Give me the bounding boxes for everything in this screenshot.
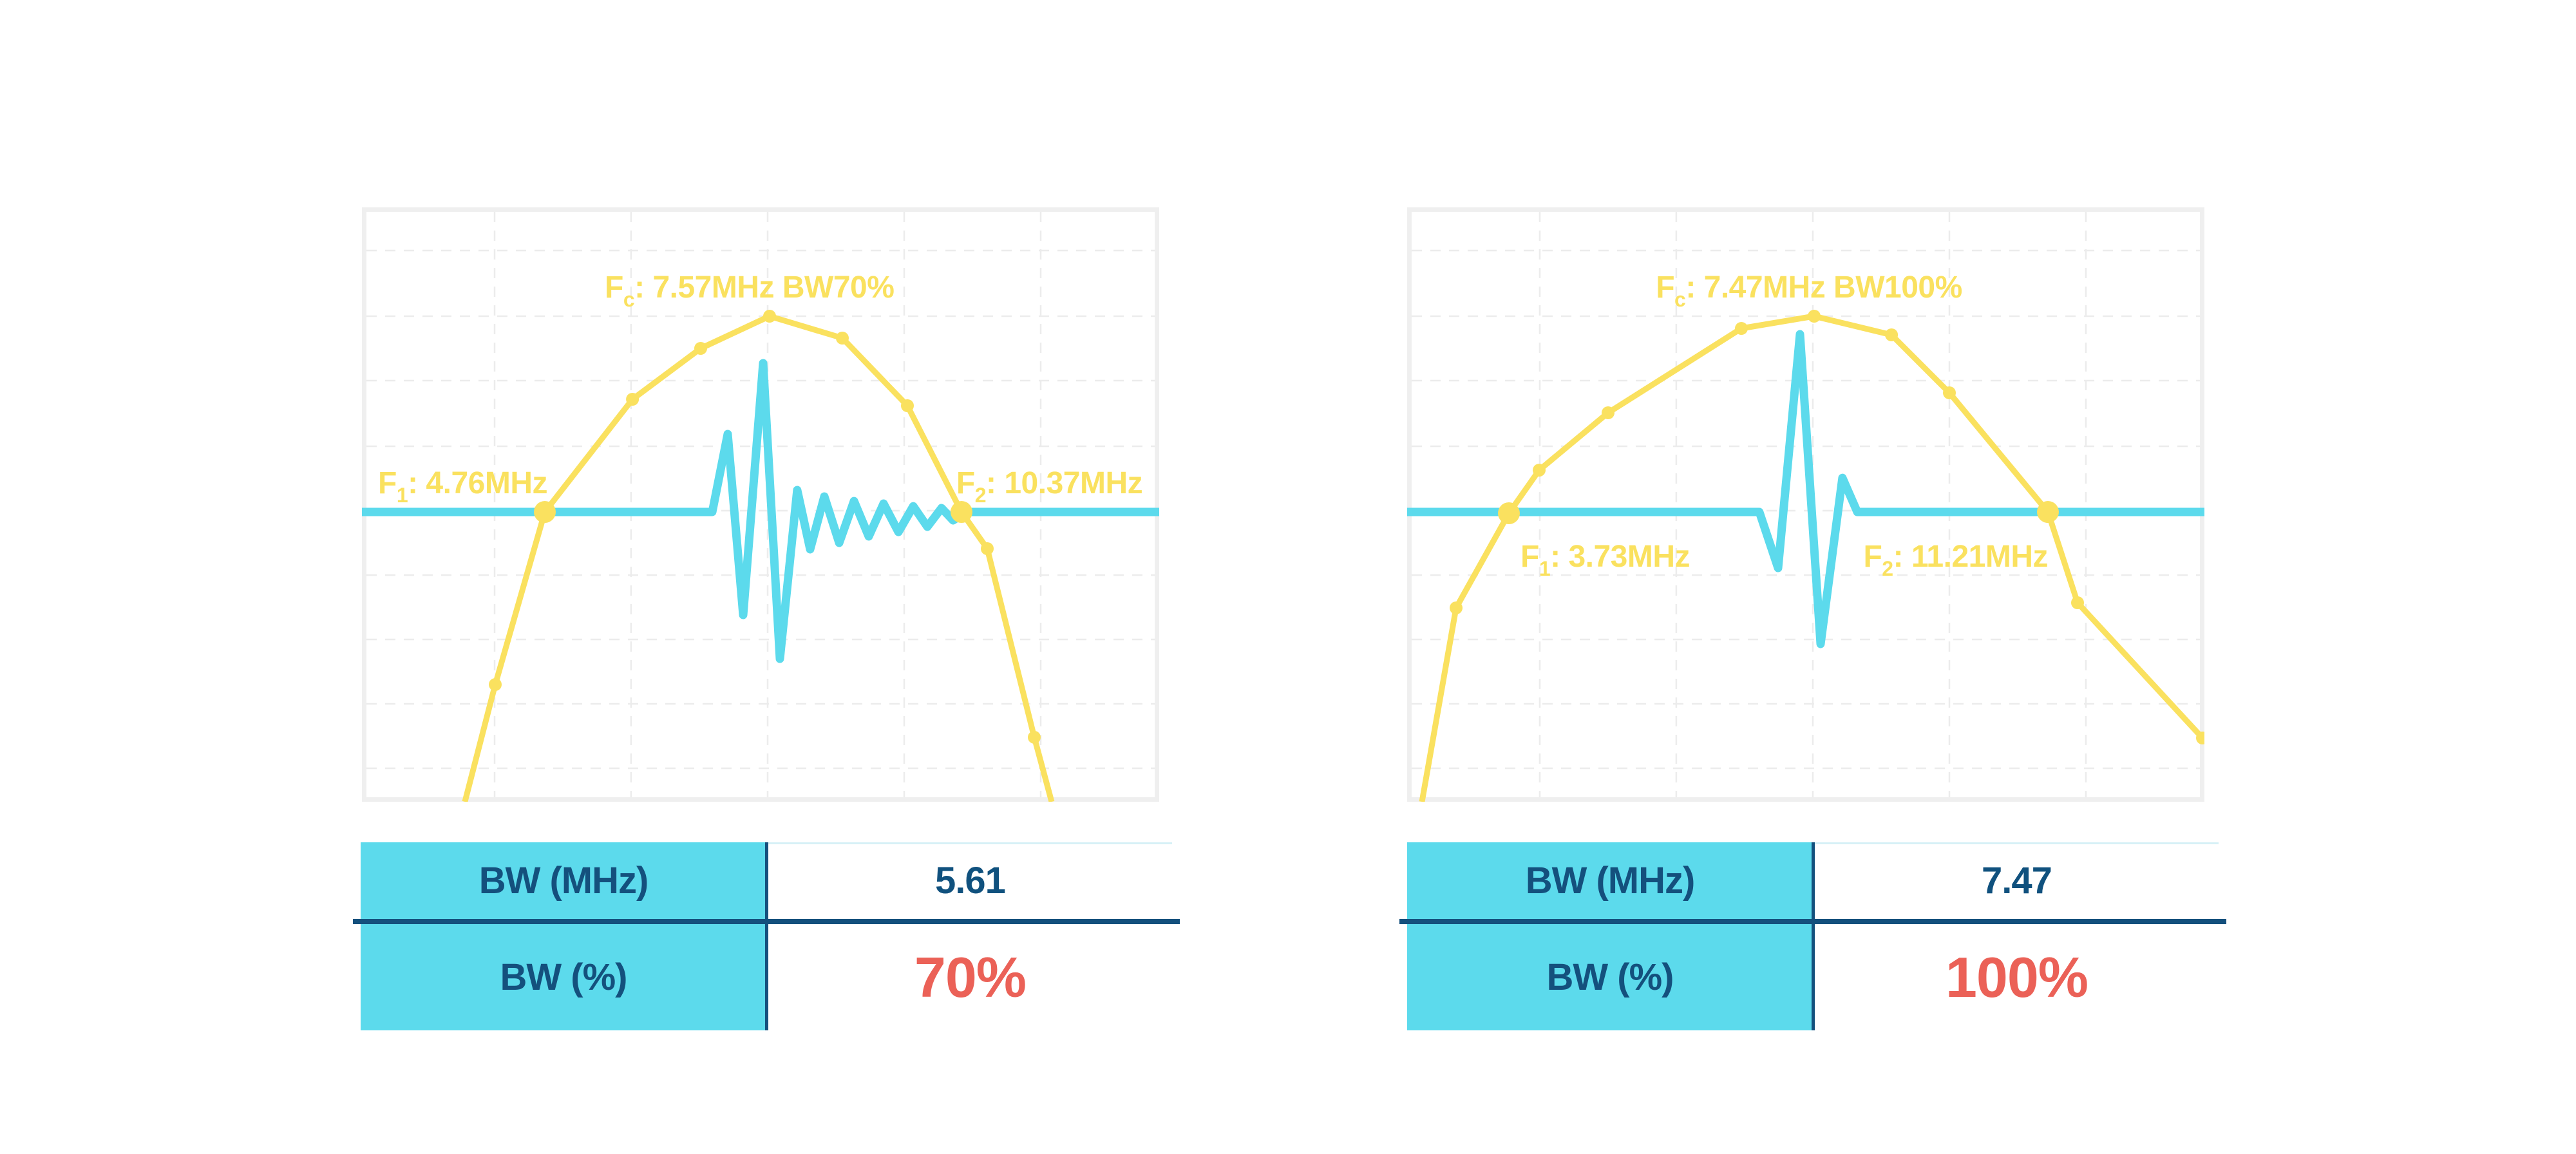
plot-frame [1407, 207, 2204, 802]
f1-label: F1: 4.76MHz [378, 466, 547, 507]
table-row-divider [1399, 919, 2226, 924]
bw-table-right: BW (MHz) 7.47 BW (%) 100% [1399, 842, 2226, 1030]
pulse-waveform-line [1407, 330, 2204, 648]
spectrum-line [462, 313, 1055, 802]
spectrum-point-marker [1735, 322, 1748, 335]
spectrum-point-marker [2071, 596, 2084, 609]
bw-percent-label: BW (%) [500, 956, 628, 998]
spectrum-point-marker [1943, 386, 1956, 399]
fc-label: Fc: 7.47MHz BW100% [1656, 270, 1962, 311]
spectrum-point-marker [1885, 328, 1899, 341]
bw-table-left: BW (MHz) 5.61 BW (%) 70% [353, 842, 1180, 1030]
spectrum-point-marker [1028, 730, 1041, 744]
bw-table-label-column [1407, 842, 1813, 1030]
bw-percent-label: BW (%) [1546, 956, 1674, 998]
pulse-spectrum-chart-right: Fc: 7.47MHz BW100% F1: 3.73MHz F2: 11.21MH… [1407, 207, 2204, 802]
bandwidth-crossing-marker [534, 501, 556, 523]
spectrum-point-marker [763, 310, 776, 323]
spectrum-point-marker [694, 342, 707, 355]
f2-label: F2: 10.37MHz [956, 466, 1142, 507]
bw-mhz-label: BW (MHz) [1525, 860, 1696, 902]
spectrum-point-marker [626, 393, 639, 406]
table-row-divider [353, 919, 1180, 924]
spectrum-point-marker [489, 678, 502, 691]
spectrum-point-marker [1808, 310, 1821, 323]
spectrum-point-marker [901, 399, 914, 412]
bw-table-label-column [361, 842, 766, 1030]
spectrum-point-marker [836, 332, 849, 345]
spectrum-point-marker [2196, 732, 2204, 744]
pulse-spectrum-chart-left: Fc: 7.57MHz BW70% F1: 4.76MHz F2: 10.37MHz [362, 207, 1159, 802]
bw-mhz-value: 7.47 [1982, 860, 2052, 902]
f2-label: F2: 11.21MHz [1863, 540, 2048, 580]
pulse-waveform-line [362, 359, 1159, 663]
bandwidth-crossing-marker [951, 501, 972, 523]
bandwidth-crossing-marker [2037, 501, 2059, 523]
spectrum-line [1419, 313, 2204, 802]
bandwidth-crossing-marker [1498, 502, 1520, 524]
spectrum-point-marker [981, 542, 994, 555]
bw-percent-value: 70% [914, 945, 1027, 1009]
spectrum-point-marker [1533, 464, 1546, 477]
table-column-divider [765, 842, 768, 1030]
bw-percent-value: 100% [1945, 945, 2088, 1009]
fc-label: Fc: 7.57MHz BW70% [605, 270, 894, 311]
f1-label: F1: 3.73MHz [1520, 540, 1690, 580]
spectrum-point-marker [1450, 601, 1463, 614]
bw-mhz-label: BW (MHz) [478, 860, 649, 902]
table-column-divider [1812, 842, 1815, 1030]
value-column-top-rule [768, 842, 1172, 844]
bw-mhz-value: 5.61 [935, 860, 1006, 902]
value-column-top-rule [1815, 842, 2219, 844]
spectrum-point-marker [1602, 406, 1615, 419]
